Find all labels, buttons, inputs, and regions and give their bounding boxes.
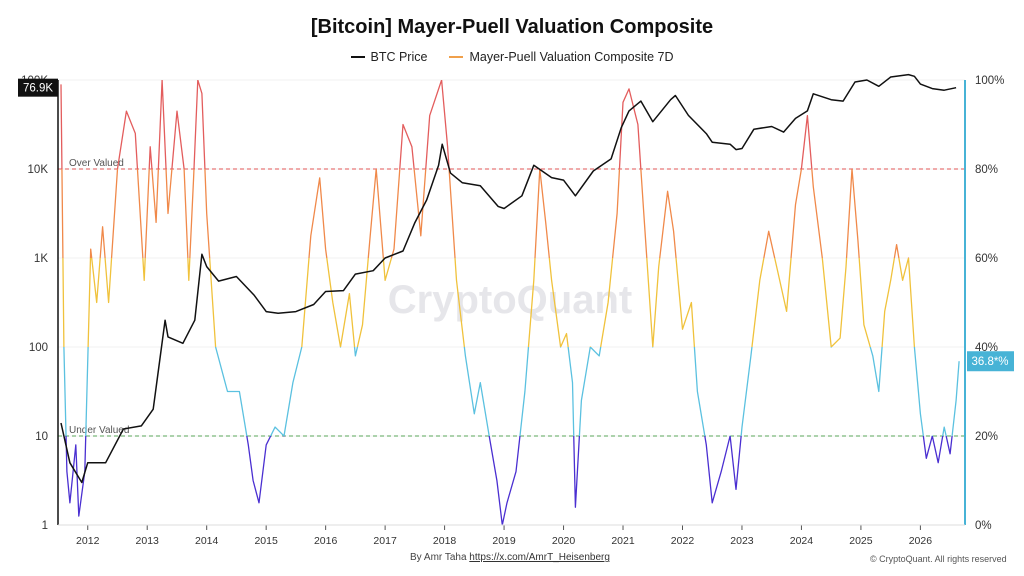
grid-lines bbox=[58, 79, 965, 526]
legend-label-btc: BTC Price bbox=[370, 50, 428, 64]
mpvc-band-mid bbox=[62, 258, 916, 347]
value-badges: 76.9K 36.8*% bbox=[18, 78, 1014, 372]
legend-label-mpvc: Mayer-Puell Valuation Composite 7D bbox=[469, 50, 674, 64]
x-tick-label: 2022 bbox=[671, 535, 695, 547]
mpvc-band-extreme-low bbox=[65, 436, 953, 526]
byline: By Amr Taha https://x.com/AmrT_Heisenber… bbox=[410, 552, 610, 563]
mpvc-band-low bbox=[63, 347, 960, 436]
y-right-tick-label: 0% bbox=[975, 520, 992, 532]
y-right-tick-label: 100% bbox=[975, 75, 1004, 87]
y-right-tick-label: 20% bbox=[975, 431, 998, 443]
btc-price-line bbox=[60, 73, 957, 484]
y-left-tick-label: 10K bbox=[28, 164, 49, 176]
legend-swatch-btc bbox=[350, 56, 365, 58]
chart-title: [Bitcoin] Mayer-Puell Valuation Composit… bbox=[310, 16, 714, 38]
y-left-tick-label: 1 bbox=[42, 520, 48, 532]
x-tick-label: 2019 bbox=[492, 535, 516, 547]
price-badge-label: 76.9K bbox=[23, 83, 53, 95]
y-left-tick-label: 100 bbox=[29, 342, 48, 354]
x-tick-label: 2026 bbox=[909, 535, 933, 547]
y-left-tick-label: 1K bbox=[34, 253, 48, 265]
y-right-tick-label: 60% bbox=[975, 253, 998, 265]
mpvc-band-upper bbox=[61, 169, 910, 258]
y-right-tick-label: 80% bbox=[975, 164, 998, 176]
legend-item-btc[interactable]: BTC Price bbox=[350, 50, 428, 64]
x-tick-label: 2017 bbox=[373, 535, 397, 547]
mpvc-badge bbox=[967, 351, 1014, 372]
watermark: CryptoQuant bbox=[388, 278, 632, 322]
mpvc-series bbox=[60, 80, 960, 526]
x-tick-label: 2016 bbox=[314, 535, 338, 547]
legend-swatch-mpvc bbox=[449, 56, 464, 58]
x-tick-label: 2020 bbox=[552, 535, 576, 547]
legend-item-mpvc[interactable]: Mayer-Puell Valuation Composite 7D bbox=[449, 50, 673, 64]
x-tick-label: 2024 bbox=[790, 535, 814, 547]
x-tick-label: 2012 bbox=[76, 535, 100, 547]
y-left-tick-label: 100K bbox=[21, 75, 48, 87]
byline-author: By Amr Taha bbox=[410, 552, 467, 563]
price-badge bbox=[18, 78, 58, 97]
y-left-tick-label: 10 bbox=[35, 431, 48, 443]
x-tick-label: 2013 bbox=[136, 535, 160, 547]
x-tick-label: 2023 bbox=[730, 535, 754, 547]
under-valued-label: Under Valued bbox=[69, 425, 129, 436]
byline-link[interactable]: https://x.com/AmrT_Heisenberg bbox=[469, 552, 610, 563]
x-tick-label: 2018 bbox=[433, 535, 457, 547]
copyright: © CryptoQuant. All rights reserved bbox=[870, 554, 1007, 564]
y-right-tick-label: 40% bbox=[975, 342, 998, 354]
axes: 1 10 100 1K 10K 100K 0% 20% 40% 60% 80% 100% 2012 201… bbox=[21, 75, 1004, 547]
mpvc-badge-label: 36.8*% bbox=[971, 356, 1008, 368]
reference-lines: Over Valued Under Valued bbox=[58, 158, 965, 437]
x-tick-label: 2015 bbox=[254, 535, 278, 547]
x-tick-label: 2014 bbox=[195, 535, 219, 547]
over-valued-label: Over Valued bbox=[69, 158, 124, 169]
x-tick-label: 2025 bbox=[849, 535, 873, 547]
mpvc-band-high bbox=[60, 80, 853, 169]
x-tick-label: 2021 bbox=[611, 535, 635, 547]
legend: BTC Price Mayer-Puell Valuation Composit… bbox=[0, 50, 1024, 64]
btc-series bbox=[60, 73, 957, 484]
